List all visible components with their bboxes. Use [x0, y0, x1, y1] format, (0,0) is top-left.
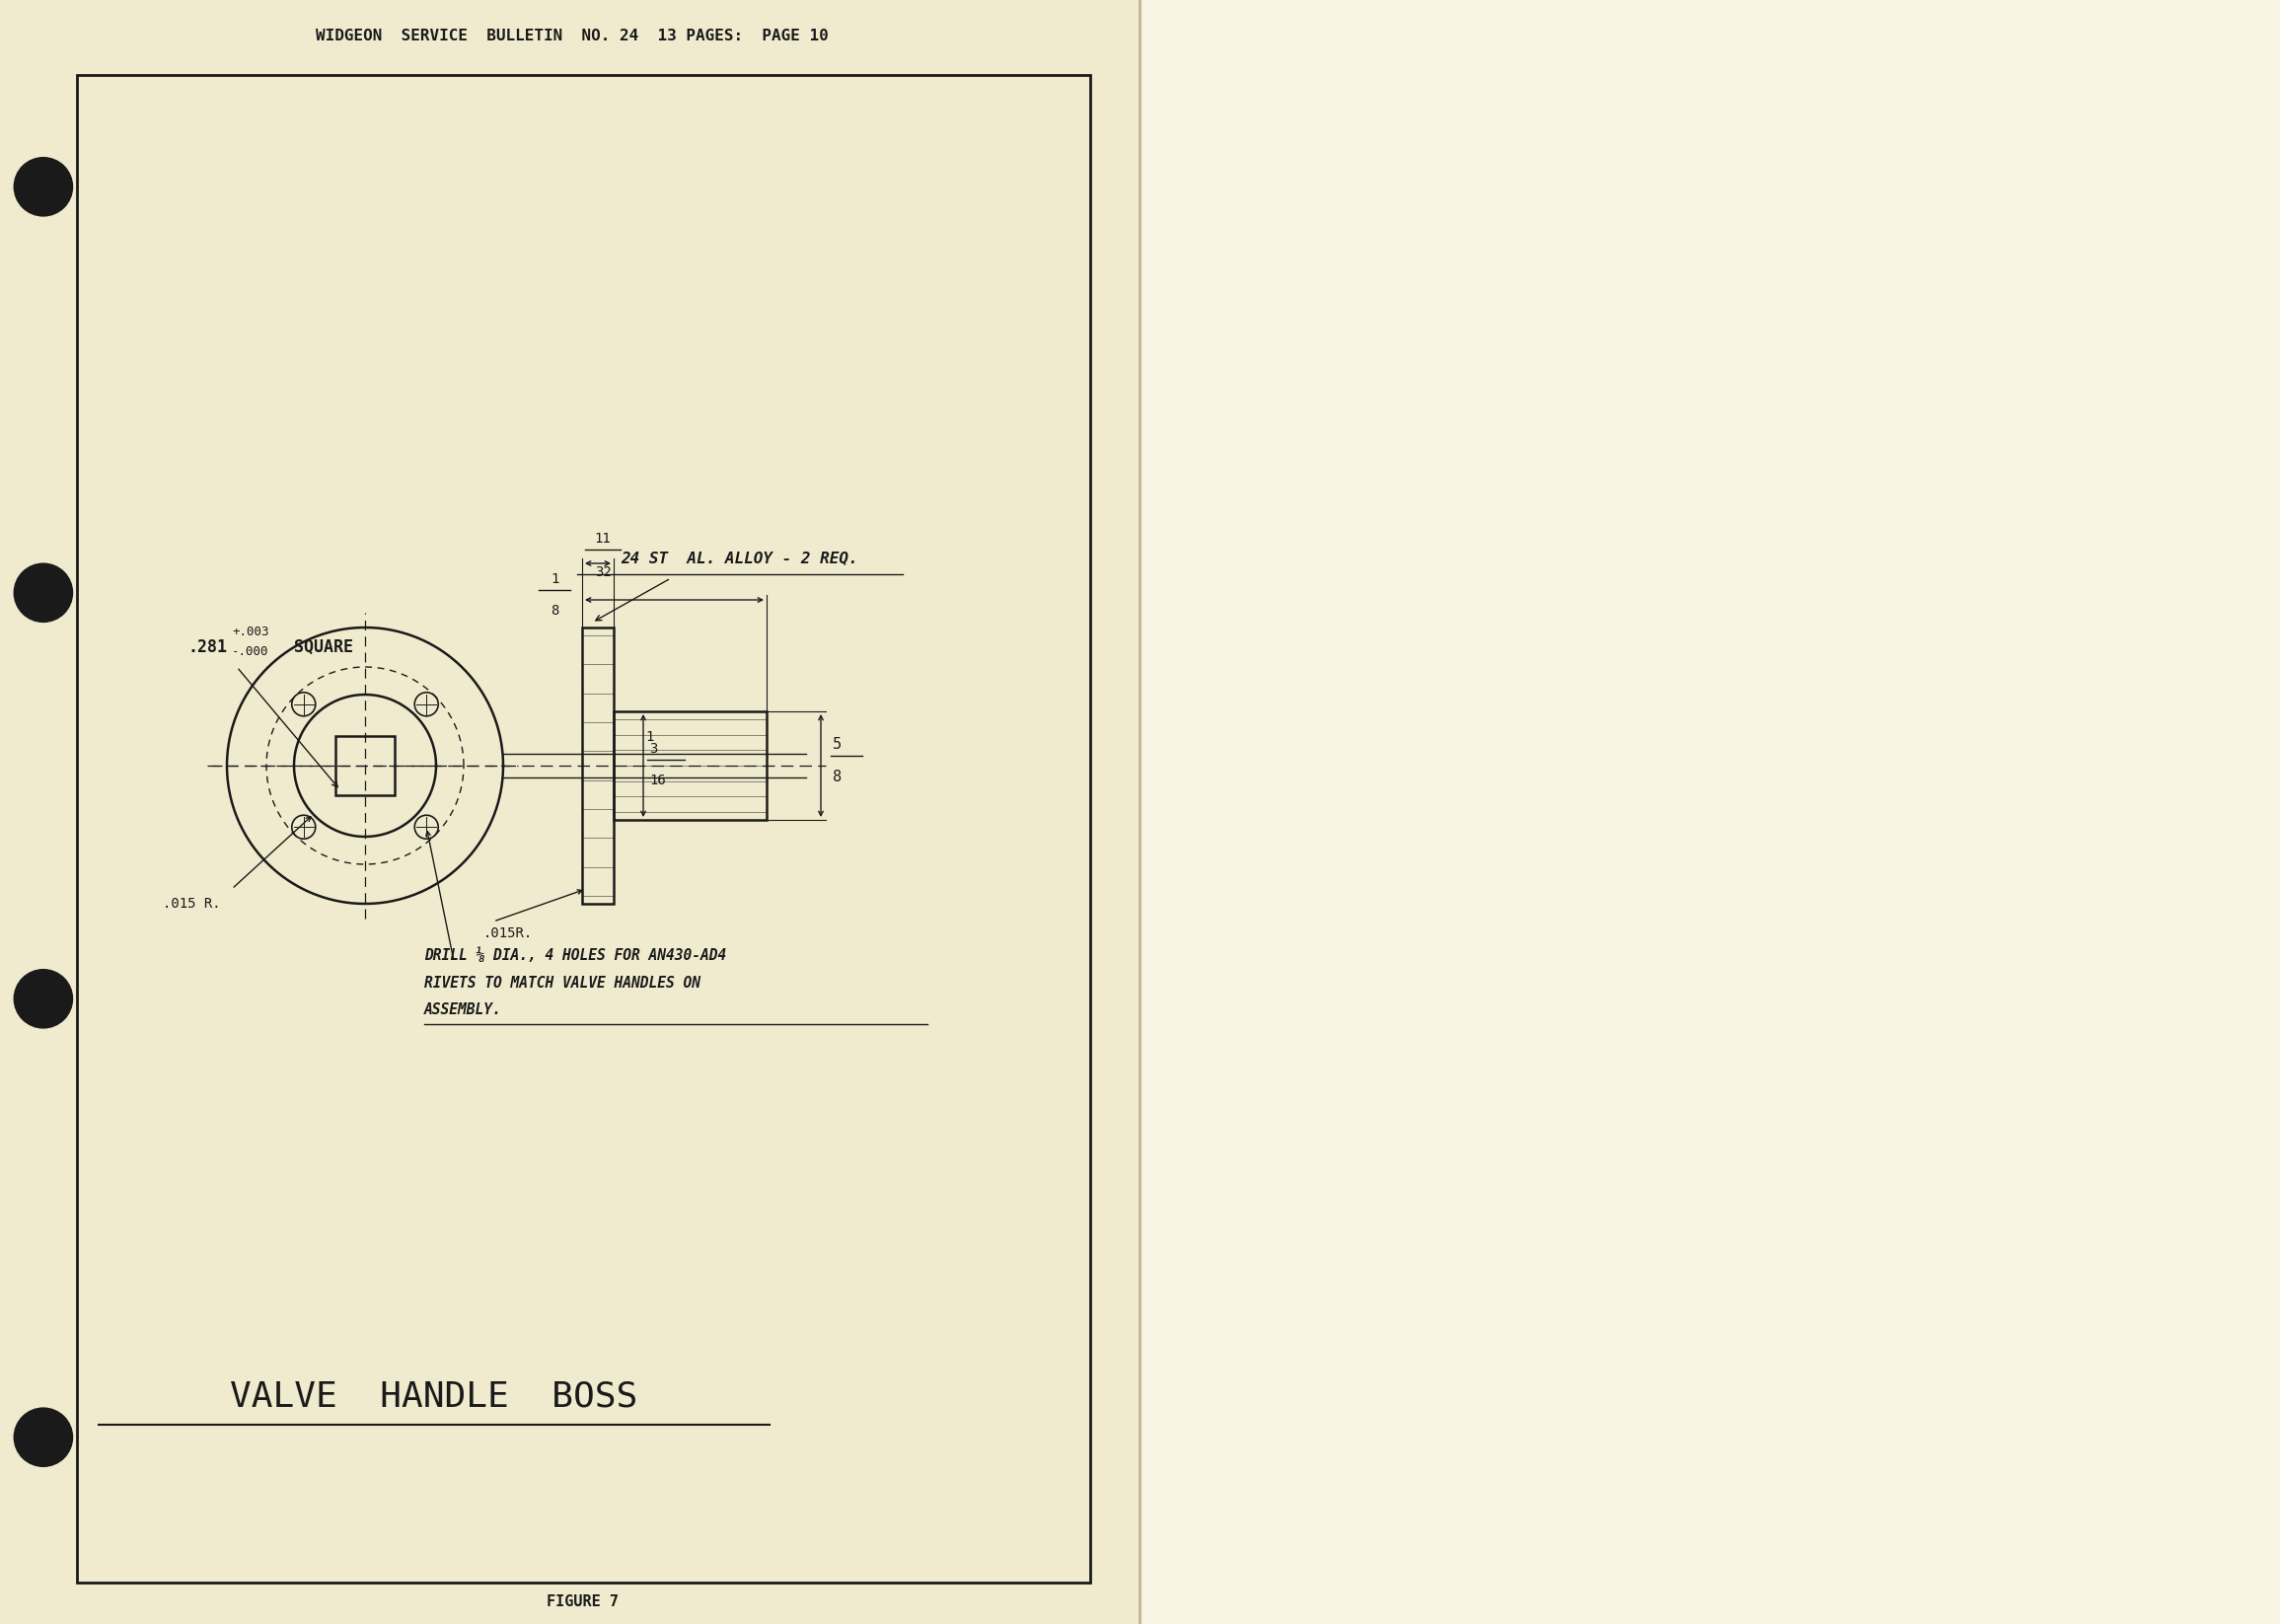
Text: RIVETS TO MATCH VALVE HANDLES ON: RIVETS TO MATCH VALVE HANDLES ON	[424, 976, 700, 991]
Bar	[78, 75, 1090, 1582]
Circle shape	[14, 564, 73, 622]
Circle shape	[14, 970, 73, 1028]
Text: 8: 8	[549, 604, 559, 617]
Text: WIDGEON  SERVICE  BULLETIN  NO. 24  13 PAGES:  PAGE 10: WIDGEON SERVICE BULLETIN NO. 24 13 PAGES…	[317, 28, 828, 42]
Text: .281: .281	[187, 638, 228, 656]
Bar	[1140, 0, 2280, 1624]
Text: +.003: +.003	[233, 625, 269, 638]
Text: 32: 32	[595, 565, 611, 580]
Circle shape	[14, 1408, 73, 1466]
Text: -.000: -.000	[233, 645, 269, 658]
Text: 1: 1	[645, 731, 654, 744]
Text: ASSEMBLY.: ASSEMBLY.	[424, 1004, 502, 1018]
Bar	[581, 627, 613, 905]
Text: .015R.: .015R.	[483, 926, 534, 940]
Text: .015 R.: .015 R.	[162, 896, 221, 911]
Text: 5: 5	[832, 737, 841, 752]
Text: 1: 1	[549, 572, 559, 586]
Bar	[335, 736, 394, 796]
Text: 8: 8	[832, 770, 841, 784]
Bar	[0, 0, 1140, 1624]
Text: 11: 11	[595, 531, 611, 546]
Text: FIGURE 7: FIGURE 7	[547, 1595, 618, 1609]
Text: VALVE  HANDLE  BOSS: VALVE HANDLE BOSS	[230, 1380, 638, 1415]
Text: 3: 3	[650, 742, 657, 755]
Text: SQUARE: SQUARE	[294, 638, 353, 656]
Text: 16: 16	[650, 773, 666, 788]
Text: DRILL ⅛ DIA., 4 HOLES FOR AN430-AD4: DRILL ⅛ DIA., 4 HOLES FOR AN430-AD4	[424, 947, 727, 963]
Circle shape	[14, 158, 73, 216]
Bar	[613, 711, 766, 820]
Text: 24 ST  AL. ALLOY - 2 REQ.: 24 ST AL. ALLOY - 2 REQ.	[620, 551, 860, 565]
